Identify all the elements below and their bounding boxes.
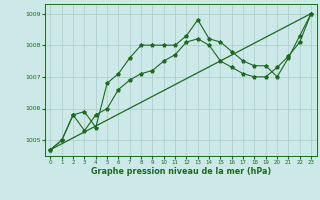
X-axis label: Graphe pression niveau de la mer (hPa): Graphe pression niveau de la mer (hPa) xyxy=(91,167,271,176)
